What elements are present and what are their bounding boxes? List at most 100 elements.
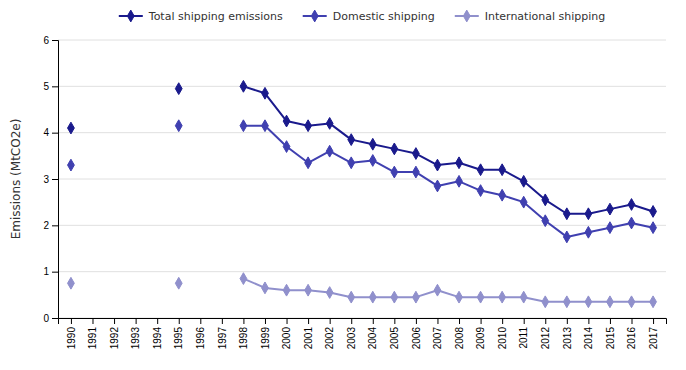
grid-line	[58, 132, 666, 133]
x-tick: 2010	[497, 318, 508, 349]
grid	[58, 40, 666, 318]
point	[499, 164, 506, 176]
point	[585, 296, 592, 308]
point	[283, 284, 290, 296]
x-tick-mark	[179, 318, 180, 324]
x-tick-label: 2001	[303, 327, 314, 350]
point	[628, 199, 635, 211]
point	[413, 148, 420, 160]
legend-item: Domestic shipping	[303, 10, 435, 23]
x-tick-mark	[287, 318, 288, 324]
point	[391, 166, 398, 178]
y-tick-label: 2	[43, 220, 49, 231]
x-tick: 2003	[346, 318, 357, 349]
point	[305, 157, 312, 169]
grid-line	[58, 86, 666, 87]
point	[175, 83, 182, 95]
point	[585, 208, 592, 220]
x-tick-mark	[567, 318, 568, 324]
point	[240, 273, 247, 285]
x-axis: 1990199119921993199419951996199719981999…	[59, 318, 667, 349]
x-tick-label: 1993	[130, 327, 141, 350]
x-tick: 2011	[518, 318, 529, 349]
x-tick: 2014	[583, 318, 594, 349]
y-tick-label: 5	[43, 81, 49, 92]
point	[326, 287, 333, 299]
point	[175, 277, 182, 289]
point	[477, 291, 484, 303]
point	[305, 284, 312, 296]
point	[434, 284, 441, 296]
x-tick-label: 2017	[648, 327, 659, 350]
x-tick: 2005	[389, 318, 400, 349]
x-tick-label: 2004	[367, 327, 378, 350]
point	[175, 120, 182, 132]
x-tick: 2008	[454, 318, 465, 349]
grid-line	[58, 40, 666, 41]
x-tick: 2009	[475, 318, 486, 349]
y-tick-label: 1	[43, 266, 49, 277]
x-tick-label: 2011	[518, 327, 529, 349]
point	[607, 296, 614, 308]
y-tick: 5	[43, 81, 58, 92]
point	[456, 175, 463, 187]
legend-label: Total shipping emissions	[148, 10, 283, 23]
x-tick-mark	[610, 318, 611, 324]
point	[391, 291, 398, 303]
point	[348, 134, 355, 146]
y-tick-mark	[52, 318, 58, 319]
x-tick-mark	[308, 318, 309, 324]
point	[456, 157, 463, 169]
point	[369, 291, 376, 303]
point	[326, 145, 333, 157]
x-tick-mark	[373, 318, 374, 324]
x-tick: 2002	[324, 318, 335, 349]
point	[477, 164, 484, 176]
point	[607, 222, 614, 234]
x-tick-mark	[459, 318, 460, 324]
point	[650, 296, 657, 308]
point	[607, 203, 614, 215]
y-tick-mark	[52, 133, 58, 134]
x-tick: 2001	[303, 318, 314, 349]
x-tick-label: 2008	[454, 327, 465, 350]
point	[542, 194, 549, 206]
x-tick-mark	[524, 318, 525, 324]
legend-label: International shipping	[485, 10, 605, 23]
y-axis-line	[52, 41, 59, 319]
x-tick: 1997	[217, 318, 228, 349]
x-axis-line	[59, 319, 667, 325]
x-tick-mark	[71, 318, 72, 324]
series-line	[71, 126, 653, 237]
grid-line	[58, 225, 666, 226]
x-tick-label: 1996	[195, 327, 206, 350]
y-tick-label: 4	[43, 127, 49, 138]
x-tick: 1993	[130, 318, 141, 349]
legend-item: International shipping	[455, 10, 605, 23]
x-tick-mark	[136, 318, 137, 324]
point	[434, 180, 441, 192]
x-tick-mark	[265, 318, 266, 324]
marks	[68, 80, 657, 307]
y-tick-mark	[52, 225, 58, 226]
x-tick-label: 1991	[87, 327, 98, 350]
point	[456, 291, 463, 303]
y-tick-mark	[52, 179, 58, 180]
x-tick-mark	[92, 318, 93, 324]
x-tick-label: 2006	[411, 327, 422, 350]
y-tick-label: 6	[43, 35, 49, 46]
point	[563, 296, 570, 308]
y-axis-title: Emissions (MtCO2e)	[9, 119, 23, 240]
x-tick: 1998	[238, 318, 249, 349]
point	[499, 291, 506, 303]
x-tick-label: 2014	[583, 327, 594, 350]
point	[477, 185, 484, 197]
point	[283, 115, 290, 127]
y-tick: 3	[43, 174, 58, 185]
series	[68, 273, 657, 308]
point	[68, 159, 75, 171]
x-tick-mark	[200, 318, 201, 324]
x-tick-label: 2002	[324, 327, 335, 350]
x-tick: 1992	[109, 318, 120, 349]
x-tick-label: 1992	[109, 327, 120, 350]
